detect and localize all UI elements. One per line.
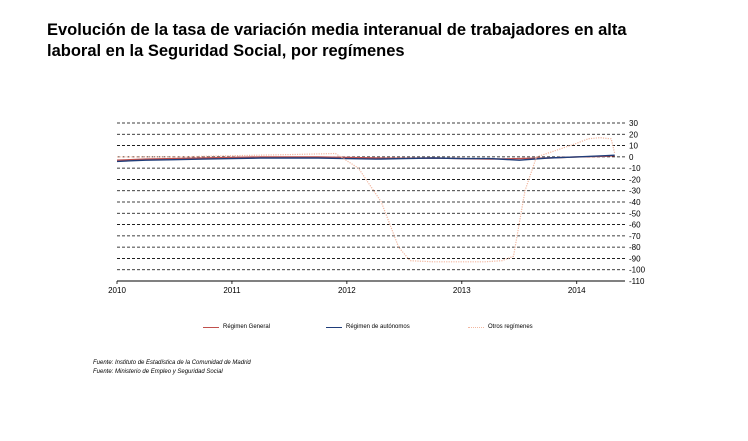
series-line-1 <box>116 154 615 163</box>
legend-label-regimen-general: Régimen General <box>223 324 271 330</box>
legend-item-regimen-general: Régimen General <box>203 321 270 333</box>
chart-grid <box>117 122 625 282</box>
x-tick-label: 2014 <box>568 286 586 295</box>
y-tick-label: -110 <box>629 277 645 286</box>
y-tick-label: -60 <box>629 221 641 230</box>
y-tick-label: 10 <box>629 142 638 151</box>
source-line-2: Fuente: Ministerio de Empleo y Seguridad… <box>93 369 223 375</box>
y-tick-label: -50 <box>629 209 641 218</box>
y-tick-label: -20 <box>629 175 641 184</box>
legend-label-regimen-autonomos: Régimen de autónomos <box>346 324 410 330</box>
sources: Fuente: Instituto de Estadística de la C… <box>93 359 251 377</box>
y-tick-label: 20 <box>629 130 638 139</box>
legend-swatch-regimen-general <box>203 326 219 328</box>
legend-item-regimen-autonomos: Régimen de autónomos <box>326 321 410 333</box>
chart-title-line-1: Evolución de la tasa de variación media … <box>47 21 627 39</box>
y-tick-label: -30 <box>629 187 641 196</box>
x-tick-label: 2013 <box>453 286 471 295</box>
chart-series <box>116 137 616 263</box>
x-tick-label: 2010 <box>108 286 126 295</box>
series-line-2 <box>117 137 616 263</box>
legend-label-otros-regimenes: Otros regímenes <box>488 324 533 330</box>
legend-swatch-otros-regimenes <box>468 326 484 328</box>
chart-title-line-2: laboral en la Seguridad Social, por regí… <box>47 42 405 60</box>
x-tick-label: 2011 <box>223 286 241 295</box>
y-tick-label: -40 <box>629 198 641 207</box>
y-tick-label: -10 <box>629 164 641 173</box>
y-axis-ticks: 30 20 10 0 -10 -20 -30 -40 -50 -60 -70 -80 -90 -100 -1… <box>629 119 646 286</box>
legend-item-otros-regimenes: Otros regímenes <box>468 321 533 333</box>
x-tick-label: 2012 <box>338 286 356 295</box>
y-tick-label: 0 <box>629 153 634 162</box>
legend-swatch-regimen-autonomos <box>326 326 342 328</box>
y-tick-label: -90 <box>629 254 641 263</box>
y-tick-label: -80 <box>629 243 641 252</box>
y-tick-label: 30 <box>629 119 638 128</box>
y-tick-label: -100 <box>629 266 646 275</box>
chart-title: Evolución de la tasa de variación media … <box>47 20 703 62</box>
x-axis: 2010 2011 2012 2013 2014 <box>108 280 625 295</box>
source-line-1: Fuente: Instituto de Estadística de la C… <box>93 360 251 366</box>
y-tick-label: -70 <box>629 232 641 241</box>
